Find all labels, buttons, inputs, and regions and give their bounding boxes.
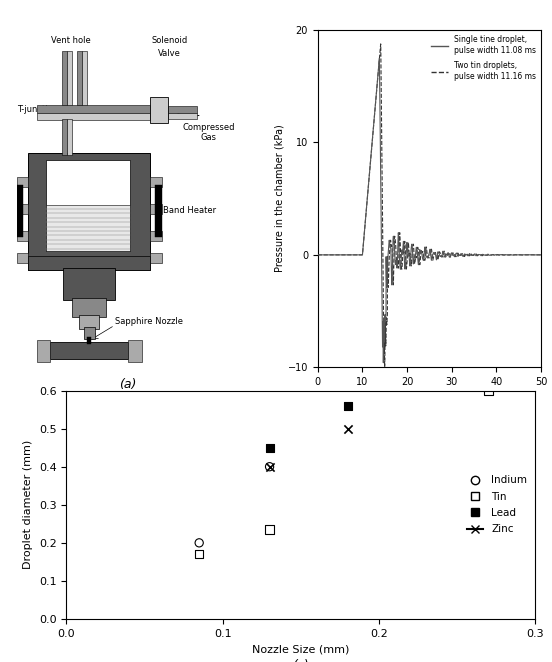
Bar: [67, 119, 72, 155]
Bar: [17, 177, 28, 187]
Bar: [79, 315, 99, 328]
Bar: [67, 51, 72, 105]
X-axis label: Nozzle Size (mm): Nozzle Size (mm): [252, 644, 349, 654]
Bar: [50, 342, 128, 359]
Point: [265, 461, 274, 472]
Text: Solenoid: Solenoid: [151, 36, 188, 45]
Bar: [63, 268, 115, 300]
Bar: [46, 160, 130, 251]
Bar: [17, 205, 28, 214]
Bar: [46, 205, 130, 251]
Bar: [28, 256, 151, 269]
Point: [265, 461, 274, 472]
Text: Compressed: Compressed: [182, 123, 235, 132]
Bar: [17, 254, 28, 263]
Bar: [17, 185, 23, 238]
Bar: [17, 231, 28, 241]
Bar: [87, 337, 91, 344]
Text: Molten: Molten: [51, 208, 80, 216]
Text: T-junction: T-junction: [17, 105, 58, 114]
Text: (a): (a): [119, 377, 137, 391]
Bar: [168, 107, 197, 113]
Y-axis label: Pressure in the chamber (kPa): Pressure in the chamber (kPa): [275, 124, 285, 273]
Bar: [62, 51, 67, 105]
Bar: [36, 340, 50, 362]
Text: Sapphire Nozzle: Sapphire Nozzle: [115, 317, 183, 326]
Y-axis label: Droplet diameter (mm): Droplet diameter (mm): [23, 440, 33, 569]
Bar: [151, 177, 162, 187]
Bar: [128, 340, 141, 362]
Point: [265, 442, 274, 453]
Point: [265, 524, 274, 535]
Text: Valve: Valve: [158, 50, 181, 58]
Bar: [151, 205, 162, 214]
Point: [484, 385, 493, 396]
Bar: [82, 51, 87, 105]
Bar: [83, 327, 94, 339]
Bar: [77, 51, 82, 105]
Legend: Single tine droplet,
pulse width 11.08 ms, Two tin droplets,
pulse width 11.16 m: Single tine droplet, pulse width 11.08 m…: [429, 34, 537, 82]
Bar: [36, 113, 151, 120]
Bar: [168, 113, 197, 118]
Bar: [28, 153, 151, 269]
Text: Gas: Gas: [200, 133, 216, 142]
Text: Band Heater: Band Heater: [163, 206, 216, 215]
Text: Vent hole: Vent hole: [51, 36, 91, 45]
Legend: Indium, Tin, Lead, Zinc: Indium, Tin, Lead, Zinc: [464, 472, 530, 538]
Point: [195, 549, 204, 559]
Point: [195, 538, 204, 548]
Text: (c): (c): [293, 659, 309, 662]
Bar: [155, 185, 162, 238]
Bar: [151, 231, 162, 241]
Point: [343, 401, 352, 411]
Bar: [151, 97, 168, 122]
X-axis label: Time (ms): Time (ms): [405, 393, 454, 402]
Bar: [151, 254, 162, 263]
Bar: [62, 119, 67, 155]
Bar: [36, 105, 151, 113]
Text: metal: metal: [54, 218, 78, 226]
Text: (b): (b): [421, 442, 438, 455]
Point: [343, 424, 352, 434]
Bar: [72, 298, 106, 317]
